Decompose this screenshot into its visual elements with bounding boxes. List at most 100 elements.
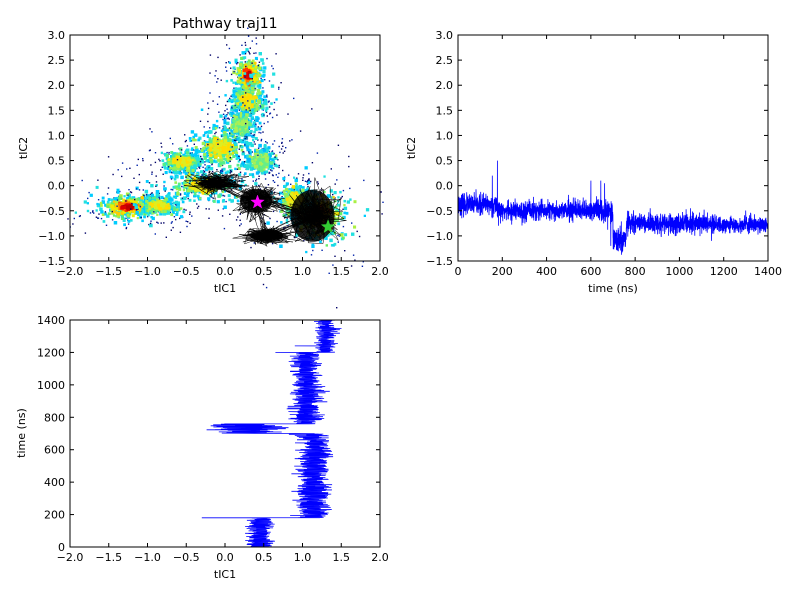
- density-point: [234, 60, 238, 64]
- density-point: [257, 154, 259, 156]
- density-point: [193, 133, 198, 137]
- density-point: [220, 169, 222, 172]
- density-point: [224, 114, 228, 118]
- density-point: [168, 169, 172, 173]
- density-point: [265, 109, 268, 112]
- density-point: [267, 101, 270, 103]
- density-point: [328, 232, 333, 236]
- density-point: [163, 185, 165, 187]
- density-point: [235, 139, 237, 142]
- density-point: [174, 158, 178, 162]
- density-point: [239, 164, 243, 168]
- density-point: [222, 143, 225, 147]
- density-point: [207, 192, 210, 195]
- density-point: [176, 166, 180, 170]
- density-point: [261, 92, 264, 95]
- density-point: [244, 135, 246, 138]
- density-point: [154, 161, 157, 164]
- density-point: [216, 200, 220, 204]
- density-point: [235, 124, 239, 127]
- density-point: [233, 186, 236, 189]
- density-point: [257, 126, 259, 128]
- density-point: [252, 73, 255, 76]
- density-point: [189, 179, 193, 182]
- density-point: [194, 139, 197, 142]
- density-point: [250, 124, 254, 128]
- density-point: [140, 210, 144, 214]
- density-point: [211, 163, 213, 166]
- density-point: [268, 154, 272, 157]
- density-point: [263, 154, 267, 158]
- density-point: [228, 113, 232, 116]
- density-point: [244, 64, 248, 68]
- density-point: [321, 249, 323, 251]
- density-point: [134, 203, 138, 207]
- density-point: [155, 192, 160, 197]
- density-point: [258, 52, 262, 56]
- density-point: [265, 286, 268, 289]
- density-point: [214, 75, 216, 77]
- density-point: [158, 158, 160, 161]
- density-point: [116, 213, 120, 218]
- density-point: [119, 194, 123, 198]
- density-point: [246, 164, 250, 168]
- density-point: [155, 175, 157, 177]
- density-point: [239, 115, 242, 118]
- density-point: [125, 217, 127, 219]
- density-point: [247, 113, 251, 117]
- density-point: [127, 198, 131, 203]
- density-point: [118, 196, 122, 200]
- density-point: [249, 47, 251, 49]
- density-point: [228, 61, 231, 64]
- density-point: [154, 233, 156, 235]
- density-point: [258, 127, 262, 131]
- density-point: [227, 99, 231, 103]
- density-point: [188, 161, 192, 165]
- density-point: [228, 61, 230, 63]
- density-point: [204, 131, 207, 134]
- density-point: [217, 194, 221, 198]
- density-point: [172, 168, 175, 171]
- density-point: [289, 140, 291, 142]
- density-point: [237, 94, 241, 99]
- density-point: [107, 156, 110, 158]
- density-point: [168, 166, 172, 170]
- density-point: [242, 131, 246, 135]
- density-point: [263, 95, 267, 99]
- density-point: [228, 47, 231, 50]
- density-point: [140, 199, 144, 203]
- density-point: [262, 164, 266, 169]
- density-point: [277, 176, 279, 178]
- density-point: [167, 161, 171, 165]
- density-point: [261, 152, 265, 155]
- density-point: [337, 241, 339, 243]
- density-point: [278, 88, 280, 90]
- density-point: [227, 137, 231, 142]
- density-point: [252, 180, 254, 182]
- density-point: [248, 160, 252, 164]
- density-point: [179, 193, 182, 195]
- density-point: [253, 71, 257, 76]
- density-point: [280, 148, 283, 150]
- density-point: [149, 193, 152, 196]
- density-point: [125, 226, 128, 229]
- density-point: [191, 215, 193, 217]
- density-point: [139, 206, 142, 208]
- density-point: [208, 208, 210, 210]
- density-point: [143, 205, 147, 210]
- density-point: [230, 176, 234, 180]
- density-point: [79, 215, 81, 217]
- density-point: [260, 163, 263, 166]
- density-point: [238, 122, 241, 126]
- density-point: [249, 83, 253, 86]
- density-point: [231, 106, 233, 109]
- density-point: [243, 133, 247, 137]
- density-point: [130, 219, 133, 222]
- density-point: [259, 149, 262, 152]
- density-point: [143, 194, 145, 197]
- density-point: [191, 158, 194, 161]
- density-point: [119, 203, 123, 207]
- density-point: [188, 158, 192, 162]
- density-point: [89, 212, 92, 214]
- density-point: [222, 128, 224, 130]
